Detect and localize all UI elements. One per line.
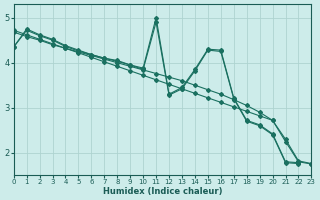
X-axis label: Humidex (Indice chaleur): Humidex (Indice chaleur) — [103, 187, 222, 196]
